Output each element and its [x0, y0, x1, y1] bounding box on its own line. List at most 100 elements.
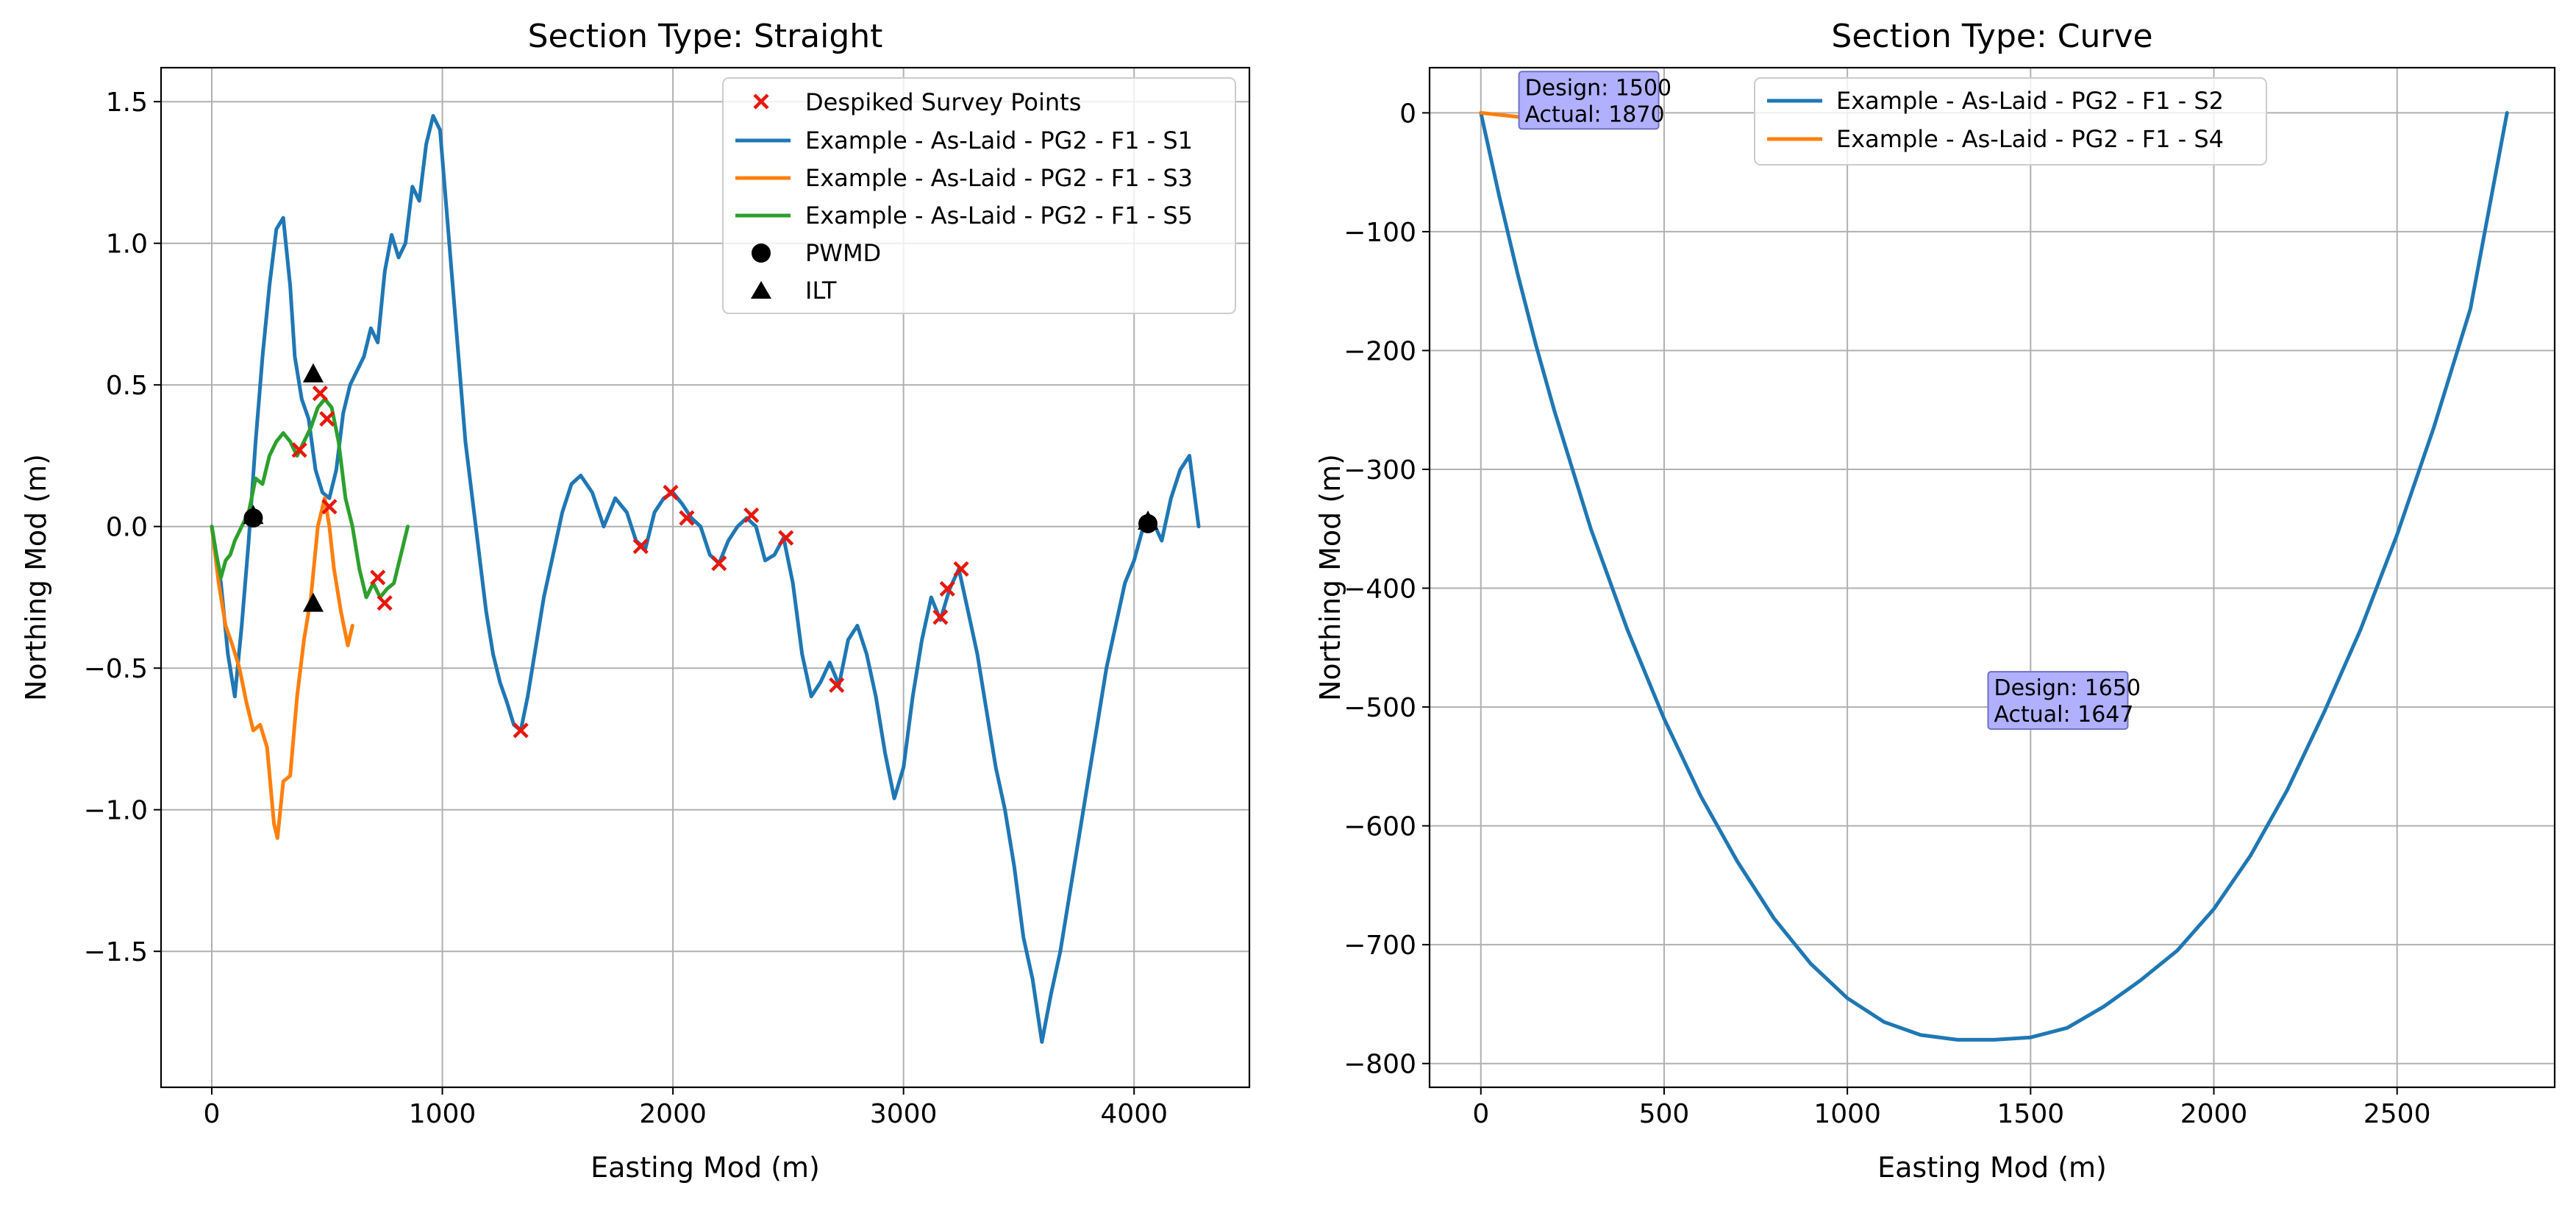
x-tick-label: 2500 [2363, 1099, 2431, 1129]
y-tick-label: −700 [1344, 931, 1416, 961]
x-axis-label: Easting Mod (m) [1877, 1151, 2107, 1184]
grid-lines [161, 68, 1249, 1087]
y-tick-label: −500 [1344, 693, 1416, 723]
y-tick-label: 0 [1399, 99, 1416, 129]
x-tick-label: 3000 [870, 1099, 938, 1129]
legend-ilt-marker [751, 281, 771, 299]
y-tick-label: 1.5 [106, 88, 148, 118]
x-tick-label: 1000 [1813, 1099, 1881, 1129]
despiked-point-marker [291, 442, 307, 458]
chart-curve: 0 500 1000 1500 2000 2500 0 −100 −200 −300 −400 −50… [1314, 18, 2556, 1184]
ilt-marker [302, 363, 324, 383]
despiked-point-stroke [953, 561, 969, 577]
y-axis-label: Northing Mod (m) [1314, 454, 1346, 701]
annotation-background [1987, 671, 2129, 731]
despiked-point-marker [953, 561, 969, 577]
despiked-point-marker [377, 595, 393, 611]
x-tick-label: 2000 [2180, 1099, 2248, 1129]
y-tick-label: −600 [1344, 812, 1416, 842]
annotation-text: Actual: 1647 [1994, 702, 2133, 728]
despiked-point-stroke [370, 569, 386, 586]
legend-pwmd-marker [752, 244, 771, 263]
legend-label-ilt: ILT [805, 277, 837, 305]
legend: Example - As-Laid - PG2 - F1 - S2 Exampl… [1754, 77, 2267, 166]
pwmd-marker [1138, 513, 1158, 533]
x-tick-label: 1500 [1997, 1099, 2065, 1129]
legend-label-s3: Example - As-Laid - PG2 - F1 - S3 [805, 164, 1193, 192]
despiked-point-marker [321, 499, 338, 515]
despiked-point-stroke [932, 609, 949, 625]
series-line-example-as-laid-pg2-f1-s2 [1479, 110, 2509, 1042]
tick-layer: 0 1000 2000 3000 4000 1.5 1.0 0.5 0.0 −0.5 −1.0 −1.… [84, 88, 1168, 1129]
axes-frame [1428, 66, 2556, 1089]
despiked-point-stroke [711, 555, 727, 572]
despiked-point-stroke [829, 677, 845, 693]
despiked-point-marker [711, 555, 727, 572]
despiked-point-marker [778, 530, 794, 546]
y-tick-label: −1.0 [84, 796, 148, 826]
despiked-point-stroke [778, 530, 794, 546]
legend-label-s5: Example - As-Laid - PG2 - F1 - S5 [805, 202, 1193, 230]
y-tick-label: −400 [1344, 575, 1416, 605]
annotation-text: Design: 1650 [1994, 675, 2141, 701]
despiked-point-marker [319, 410, 335, 427]
despiked-point-stroke [513, 722, 529, 739]
y-tick-label: 0.0 [106, 513, 148, 543]
x-tick-label: 1000 [409, 1099, 477, 1129]
despiked-point-stroke [312, 385, 328, 402]
despiked-point-marker [370, 569, 386, 586]
y-tick-label: −1.5 [84, 937, 148, 967]
legend-label-s4: Example - As-Laid - PG2 - F1 - S4 [1836, 125, 2224, 153]
legend: Despiked Survey Points Example - As-Laid… [722, 77, 1236, 314]
despiked-point-stroke [321, 499, 338, 515]
tick-layer: 0 500 1000 1500 2000 2500 0 −100 −200 −300 −400 −50… [1344, 99, 2430, 1129]
chart-title: Section Type: Straight [528, 18, 883, 55]
despiked-point-marker [829, 677, 845, 693]
y-tick-label: −300 [1344, 455, 1416, 486]
despiked-point-marker [312, 385, 328, 402]
series-line-example-as-laid-pg2-f1-s1 [210, 114, 1201, 1044]
pwmd-marker [243, 508, 263, 528]
y-tick-label: 0.5 [106, 371, 148, 401]
despiked-point-marker [939, 580, 955, 597]
legend-frame [1754, 77, 2267, 166]
legend-label-pwmd: PWMD [805, 239, 881, 267]
annotation-text: Design: 1500 [1525, 75, 1672, 101]
despiked-point-marker [743, 507, 760, 523]
x-tick-label: 0 [1472, 1099, 1489, 1129]
series-line-example-as-laid-pg2-f1-s3 [210, 496, 354, 840]
x-tick-label: 0 [204, 1099, 221, 1129]
x-axis-label: Easting Mod (m) [591, 1151, 820, 1184]
despiked-point-stroke [377, 595, 393, 611]
despiked-point-stroke [663, 484, 679, 501]
x-tick-label: 500 [1639, 1099, 1690, 1129]
y-axis-label: Northing Mod (m) [20, 454, 52, 701]
despiked-point-stroke [743, 507, 760, 523]
legend-despiked-marker [753, 93, 769, 110]
y-tick-label: −0.5 [84, 654, 148, 684]
legend-label-s1: Example - As-Laid - PG2 - F1 - S1 [805, 127, 1193, 154]
despiked-point-marker [932, 609, 949, 625]
despiked-point-stroke [291, 442, 307, 458]
legend-label-s2: Example - As-Laid - PG2 - F1 - S2 [1836, 87, 2224, 115]
despiked-point-marker [632, 538, 649, 555]
y-tick-label: −200 [1344, 336, 1416, 366]
despiked-point-stroke [319, 410, 335, 427]
despiked-point-stroke [632, 538, 649, 555]
y-tick-label: 1.0 [106, 230, 148, 260]
x-tick-label: 4000 [1100, 1099, 1168, 1129]
x-tick-label: 2000 [639, 1099, 707, 1129]
despiked-point-stroke [939, 580, 955, 597]
legend-frame [722, 77, 1236, 314]
despiked-point-marker [513, 722, 529, 739]
despiked-point-stroke [679, 510, 695, 526]
ilt-marker [302, 592, 324, 612]
y-tick-label: −100 [1344, 218, 1416, 248]
chart-title: Section Type: Curve [1831, 18, 2152, 55]
annotation-text: Actual: 1870 [1525, 102, 1665, 127]
